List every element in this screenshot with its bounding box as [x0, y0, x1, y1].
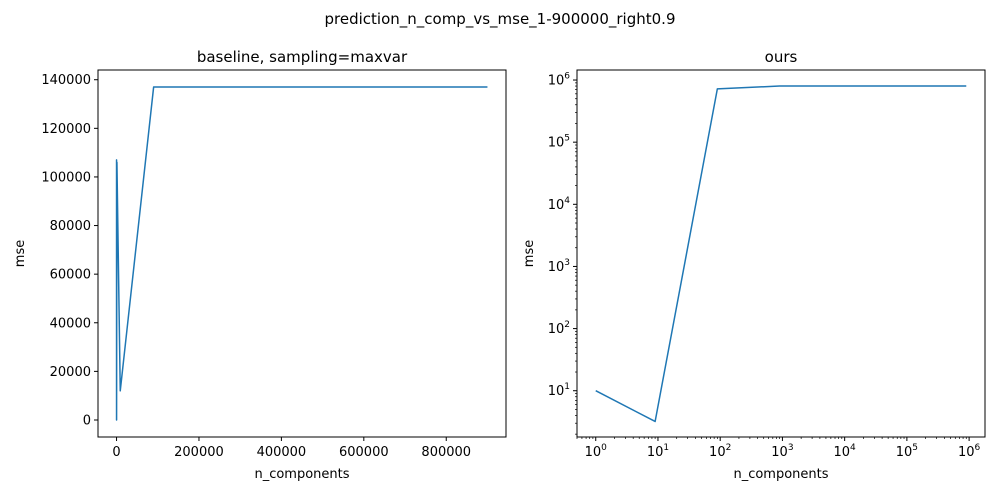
y-tick-label: 101 [548, 382, 570, 399]
series-line [595, 85, 967, 423]
x-tick-label: 106 [958, 443, 981, 460]
plot-frame [576, 69, 986, 438]
figure-suptitle: prediction_n_comp_vs_mse_1-900000_right0… [325, 10, 676, 29]
y-tick-label: 106 [548, 72, 571, 89]
chart-title: baseline, sampling=maxvar [197, 48, 408, 66]
x-axis-label: n_components [733, 467, 828, 482]
y-axis-label: mse [13, 240, 28, 267]
y-tick-label: 102 [548, 320, 570, 337]
x-tick-label: 103 [771, 443, 793, 460]
chart-ours: ours n_components mse 100 101 102 103 104 105 106… [522, 48, 986, 482]
y-tick-label: 80000 [50, 219, 91, 234]
x-tick-label: 102 [709, 443, 731, 460]
x-tick-label: 0 [112, 445, 120, 460]
y-tick-label: 120000 [41, 122, 91, 137]
ticks: 100 101 102 103 104 105 106 101 102 103 104 105 106 [548, 72, 981, 460]
x-axis-label: n_components [254, 467, 349, 482]
y-tick-label: 100000 [41, 170, 91, 185]
x-tick-label: 101 [647, 443, 669, 460]
ticks: 0 200000 400000 600000 800000 0 20000 40000 6000… [41, 73, 471, 460]
x-tick-label: 100 [585, 443, 608, 460]
y-tick-label: 140000 [41, 73, 91, 88]
x-tick-label: 400000 [257, 445, 307, 460]
y-tick-label: 20000 [50, 365, 91, 380]
y-tick-label: 103 [548, 258, 570, 275]
x-tick-label: 600000 [339, 445, 389, 460]
y-tick-label: 0 [83, 413, 91, 428]
y-tick-label: 104 [548, 196, 571, 213]
y-tick-label: 60000 [50, 268, 91, 283]
plot-frame [97, 69, 507, 438]
x-tick-label: 104 [834, 443, 857, 460]
x-tick-label: 800000 [421, 445, 471, 460]
x-tick-label: 105 [896, 443, 918, 460]
y-tick-label: 40000 [50, 316, 91, 331]
series-line [115, 86, 488, 421]
y-tick-label: 105 [548, 134, 570, 151]
chart-baseline: baseline, sampling=maxvar n_components mse… [13, 48, 507, 482]
x-tick-label: 200000 [174, 445, 224, 460]
y-axis-label: mse [522, 240, 537, 267]
chart-title: ours [765, 48, 798, 66]
